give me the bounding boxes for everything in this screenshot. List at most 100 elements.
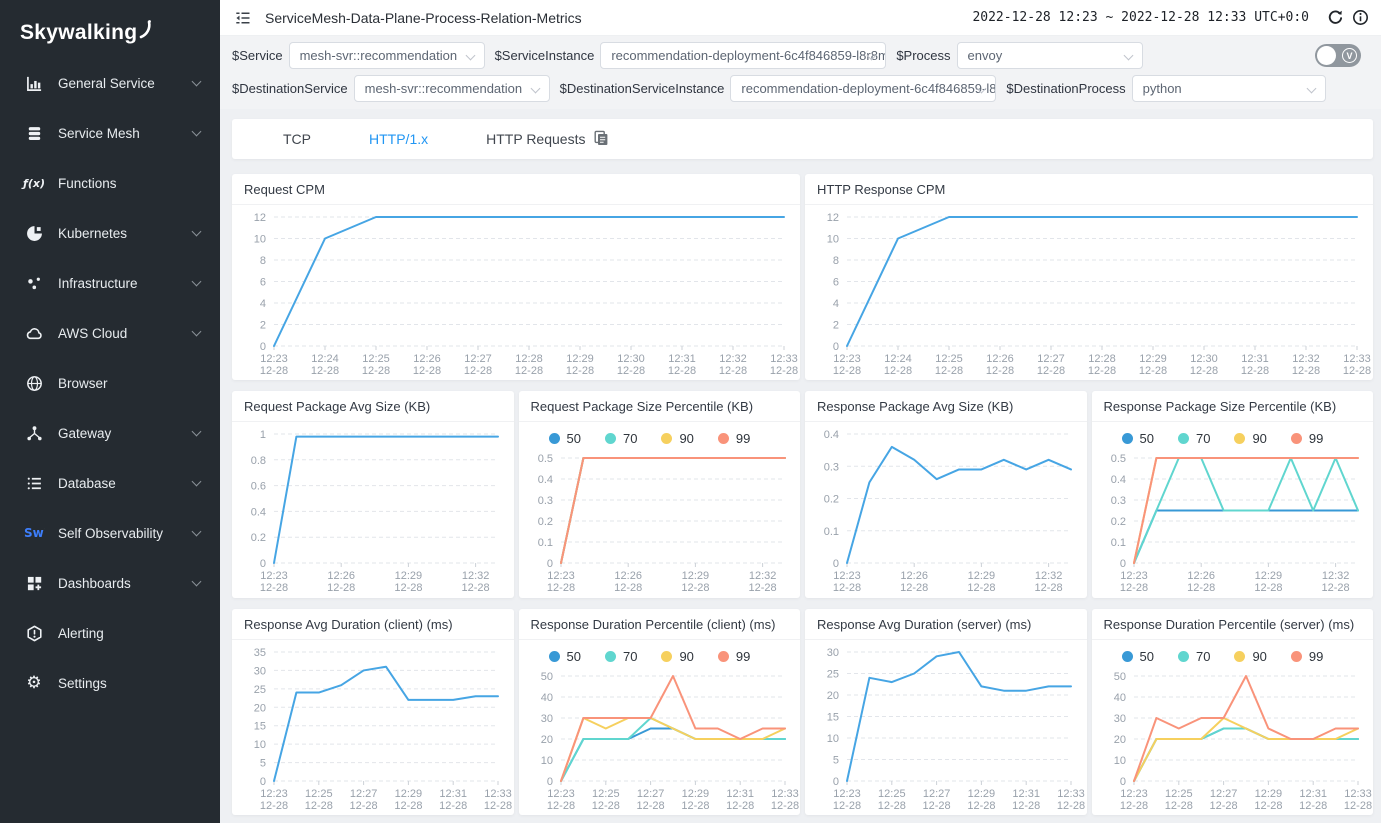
sidebar-item-infrastructure[interactable]: Infrastructure <box>0 258 220 308</box>
svg-text:12:30: 12:30 <box>1190 353 1218 365</box>
legend-item-50[interactable]: 50 <box>1121 649 1154 664</box>
line-chart-request-cpm[interactable]: 0 2 4 6 8 10 12 12:23 12-28 12:24 12-28 12:25 12-28 1… <box>232 205 800 380</box>
svg-text:12-28: 12-28 <box>1119 582 1147 594</box>
function-icon: ƒ(x) <box>23 176 45 190</box>
sidebar-item-functions[interactable]: ƒ(x) Functions <box>0 158 220 208</box>
process-label: $Process <box>896 48 951 63</box>
svg-text:12-28: 12-28 <box>719 365 747 377</box>
legend-item-70[interactable]: 70 <box>604 431 637 446</box>
collapse-sidebar-icon[interactable] <box>234 10 252 26</box>
legend-label: 90 <box>679 648 694 664</box>
sidebar-item-aws-cloud[interactable]: AWS Cloud <box>0 308 220 358</box>
service-label: $Service <box>232 48 283 63</box>
legend-label: 90 <box>1252 431 1267 447</box>
grid-plus-icon <box>24 574 44 592</box>
sidebar-item-label: Settings <box>58 675 107 691</box>
svg-text:12-28: 12-28 <box>394 800 422 812</box>
svg-text:12-28: 12-28 <box>260 800 288 812</box>
svg-text:12-28: 12-28 <box>770 800 798 812</box>
svg-text:12-28: 12-28 <box>668 365 696 377</box>
line-chart-response-package-size-percentile[interactable]: 0 0.1 0.2 0.3 0.4 0.5 12:23 12-28 12:26 12-28 12:2… <box>1092 446 1374 597</box>
line-chart-response-avg-duration-server[interactable]: 0 5 10 15 20 25 30 12:23 12-28 12:25 12-28 12:27 12-… <box>805 640 1087 815</box>
line-chart-response-duration-percentile-server[interactable]: 0 10 20 30 40 50 12:23 12-28 12:25 12-28 12:27 12-2… <box>1092 664 1374 815</box>
svg-text:12:23: 12:23 <box>260 788 288 800</box>
sidebar-item-kubernetes[interactable]: Kubernetes <box>0 208 220 258</box>
legend-dot <box>1234 650 1246 662</box>
legend-item-70[interactable]: 70 <box>604 649 637 664</box>
line-chart-request-package-size-percentile[interactable]: 0 0.1 0.2 0.3 0.4 0.5 12:23 12-28 12:26 12-28 12:2… <box>519 446 801 597</box>
sidebar-item-settings[interactable]: ⚙ Settings <box>0 658 220 708</box>
svg-text:12-28: 12-28 <box>566 365 594 377</box>
chart-legend: 50 70 90 99 <box>1092 422 1374 446</box>
copy-icon[interactable] <box>593 130 609 149</box>
sidebar-item-database[interactable]: Database <box>0 458 220 508</box>
svg-text:12:26: 12:26 <box>986 353 1014 365</box>
legend-item-99[interactable]: 99 <box>1290 649 1323 664</box>
legend-item-99[interactable]: 99 <box>717 649 750 664</box>
svg-text:12:31: 12:31 <box>668 353 696 365</box>
tab-tcp[interactable]: TCP <box>254 131 340 147</box>
line-chart-response-duration-percentile-client[interactable]: 0 10 20 30 40 50 12:23 12-28 12:25 12-28 12:27 12-2… <box>519 664 801 815</box>
svg-text:12:32: 12:32 <box>1035 570 1063 582</box>
sidebar-item-general-service[interactable]: General Service <box>0 58 220 108</box>
svg-text:12-28: 12-28 <box>464 365 492 377</box>
legend-dot <box>548 433 560 445</box>
line-chart-request-package-avg-size[interactable]: 0 0.2 0.4 0.6 0.8 1 12:23 12-28 12:26 12-28 12:29 1… <box>232 422 514 597</box>
service-select[interactable]: mesh-svr::recommendation <box>288 42 485 69</box>
line-chart-http-response-cpm[interactable]: 0 2 4 6 8 10 12 12:23 12-28 12:24 12-28 12:25 12-28 1… <box>805 205 1373 380</box>
time-range-picker[interactable]: 2022-12-28 12:23 ~ 2022-12-28 12:33 UTC+… <box>972 10 1309 25</box>
view-mode-toggle[interactable]: V <box>1315 44 1361 67</box>
destination-service-select[interactable]: mesh-svr::recommendation <box>353 75 550 102</box>
destination-service-select-value: mesh-svr::recommendation <box>364 81 523 96</box>
svg-text:12-28: 12-28 <box>636 800 664 812</box>
line-chart-response-avg-duration-client[interactable]: 0 5 10 15 20 25 30 35 12:23 12-28 12:25 12-28 12:27 1… <box>232 640 514 815</box>
svg-text:6: 6 <box>260 277 266 289</box>
svg-text:40: 40 <box>1113 692 1125 704</box>
svg-text:12:27: 12:27 <box>636 788 664 800</box>
sidebar-item-gateway[interactable]: Gateway <box>0 408 220 458</box>
svg-text:0: 0 <box>260 558 266 570</box>
destination-service-instance-select[interactable]: recommendation-deployment-6c4f846859-l8r… <box>730 75 997 102</box>
sidebar-item-service-mesh[interactable]: Service Mesh <box>0 108 220 158</box>
refresh-icon[interactable] <box>1327 9 1344 26</box>
sidebar-item-label: Browser <box>58 375 108 391</box>
service-instance-select[interactable]: recommendation-deployment-6c4f846859-l8r… <box>600 42 887 69</box>
svg-text:10: 10 <box>254 739 266 751</box>
legend-item-70[interactable]: 70 <box>1177 431 1210 446</box>
pie-circle-icon <box>24 224 44 242</box>
chart-card-http-response-cpm: HTTP Response CPM 0 2 4 6 8 10 12 12:23 12-28 12:… <box>805 174 1373 381</box>
svg-text:0: 0 <box>1119 776 1125 788</box>
svg-text:12-28: 12-28 <box>413 365 441 377</box>
destination-process-select[interactable]: python <box>1131 75 1326 102</box>
chevron-down-icon <box>191 76 202 87</box>
legend-item-90[interactable]: 90 <box>661 648 694 664</box>
svg-text:12-28: 12-28 <box>305 800 333 812</box>
chevron-down-icon <box>1306 83 1317 94</box>
svg-text:12-28: 12-28 <box>484 800 512 812</box>
legend-item-70[interactable]: 70 <box>1177 649 1210 664</box>
sidebar-item-self-observability[interactable]: Sw Self Observability <box>0 508 220 558</box>
info-icon[interactable] <box>1352 9 1369 26</box>
legend-item-99[interactable]: 99 <box>717 431 750 446</box>
legend-item-50[interactable]: 50 <box>548 649 581 664</box>
svg-text:12-28: 12-28 <box>327 582 355 594</box>
sidebar-item-browser[interactable]: Browser <box>0 358 220 408</box>
svg-text:1: 1 <box>260 429 266 441</box>
svg-text:12-28: 12-28 <box>1035 582 1063 594</box>
legend-item-90[interactable]: 90 <box>661 431 694 446</box>
legend-item-90[interactable]: 90 <box>1234 649 1267 664</box>
legend-dot <box>1234 433 1246 445</box>
layers-icon <box>24 124 44 142</box>
legend-item-99[interactable]: 99 <box>1290 431 1323 446</box>
legend-item-50[interactable]: 50 <box>1121 431 1154 446</box>
sidebar-item-alerting[interactable]: Alerting <box>0 608 220 658</box>
svg-text:12:31: 12:31 <box>1241 353 1269 365</box>
legend-item-90[interactable]: 90 <box>1234 431 1267 447</box>
svg-text:30: 30 <box>540 713 552 725</box>
legend-item-50[interactable]: 50 <box>548 431 581 446</box>
process-select[interactable]: envoy <box>956 42 1143 69</box>
line-chart-response-package-avg-size[interactable]: 0 0.1 0.2 0.3 0.4 12:23 12-28 12:26 12-28 12:29 12… <box>805 422 1087 597</box>
sidebar-item-dashboards[interactable]: Dashboards <box>0 558 220 608</box>
tab-http-requests[interactable]: HTTP Requests <box>457 130 638 149</box>
tab-http1x[interactable]: HTTP/1.x <box>340 131 457 147</box>
